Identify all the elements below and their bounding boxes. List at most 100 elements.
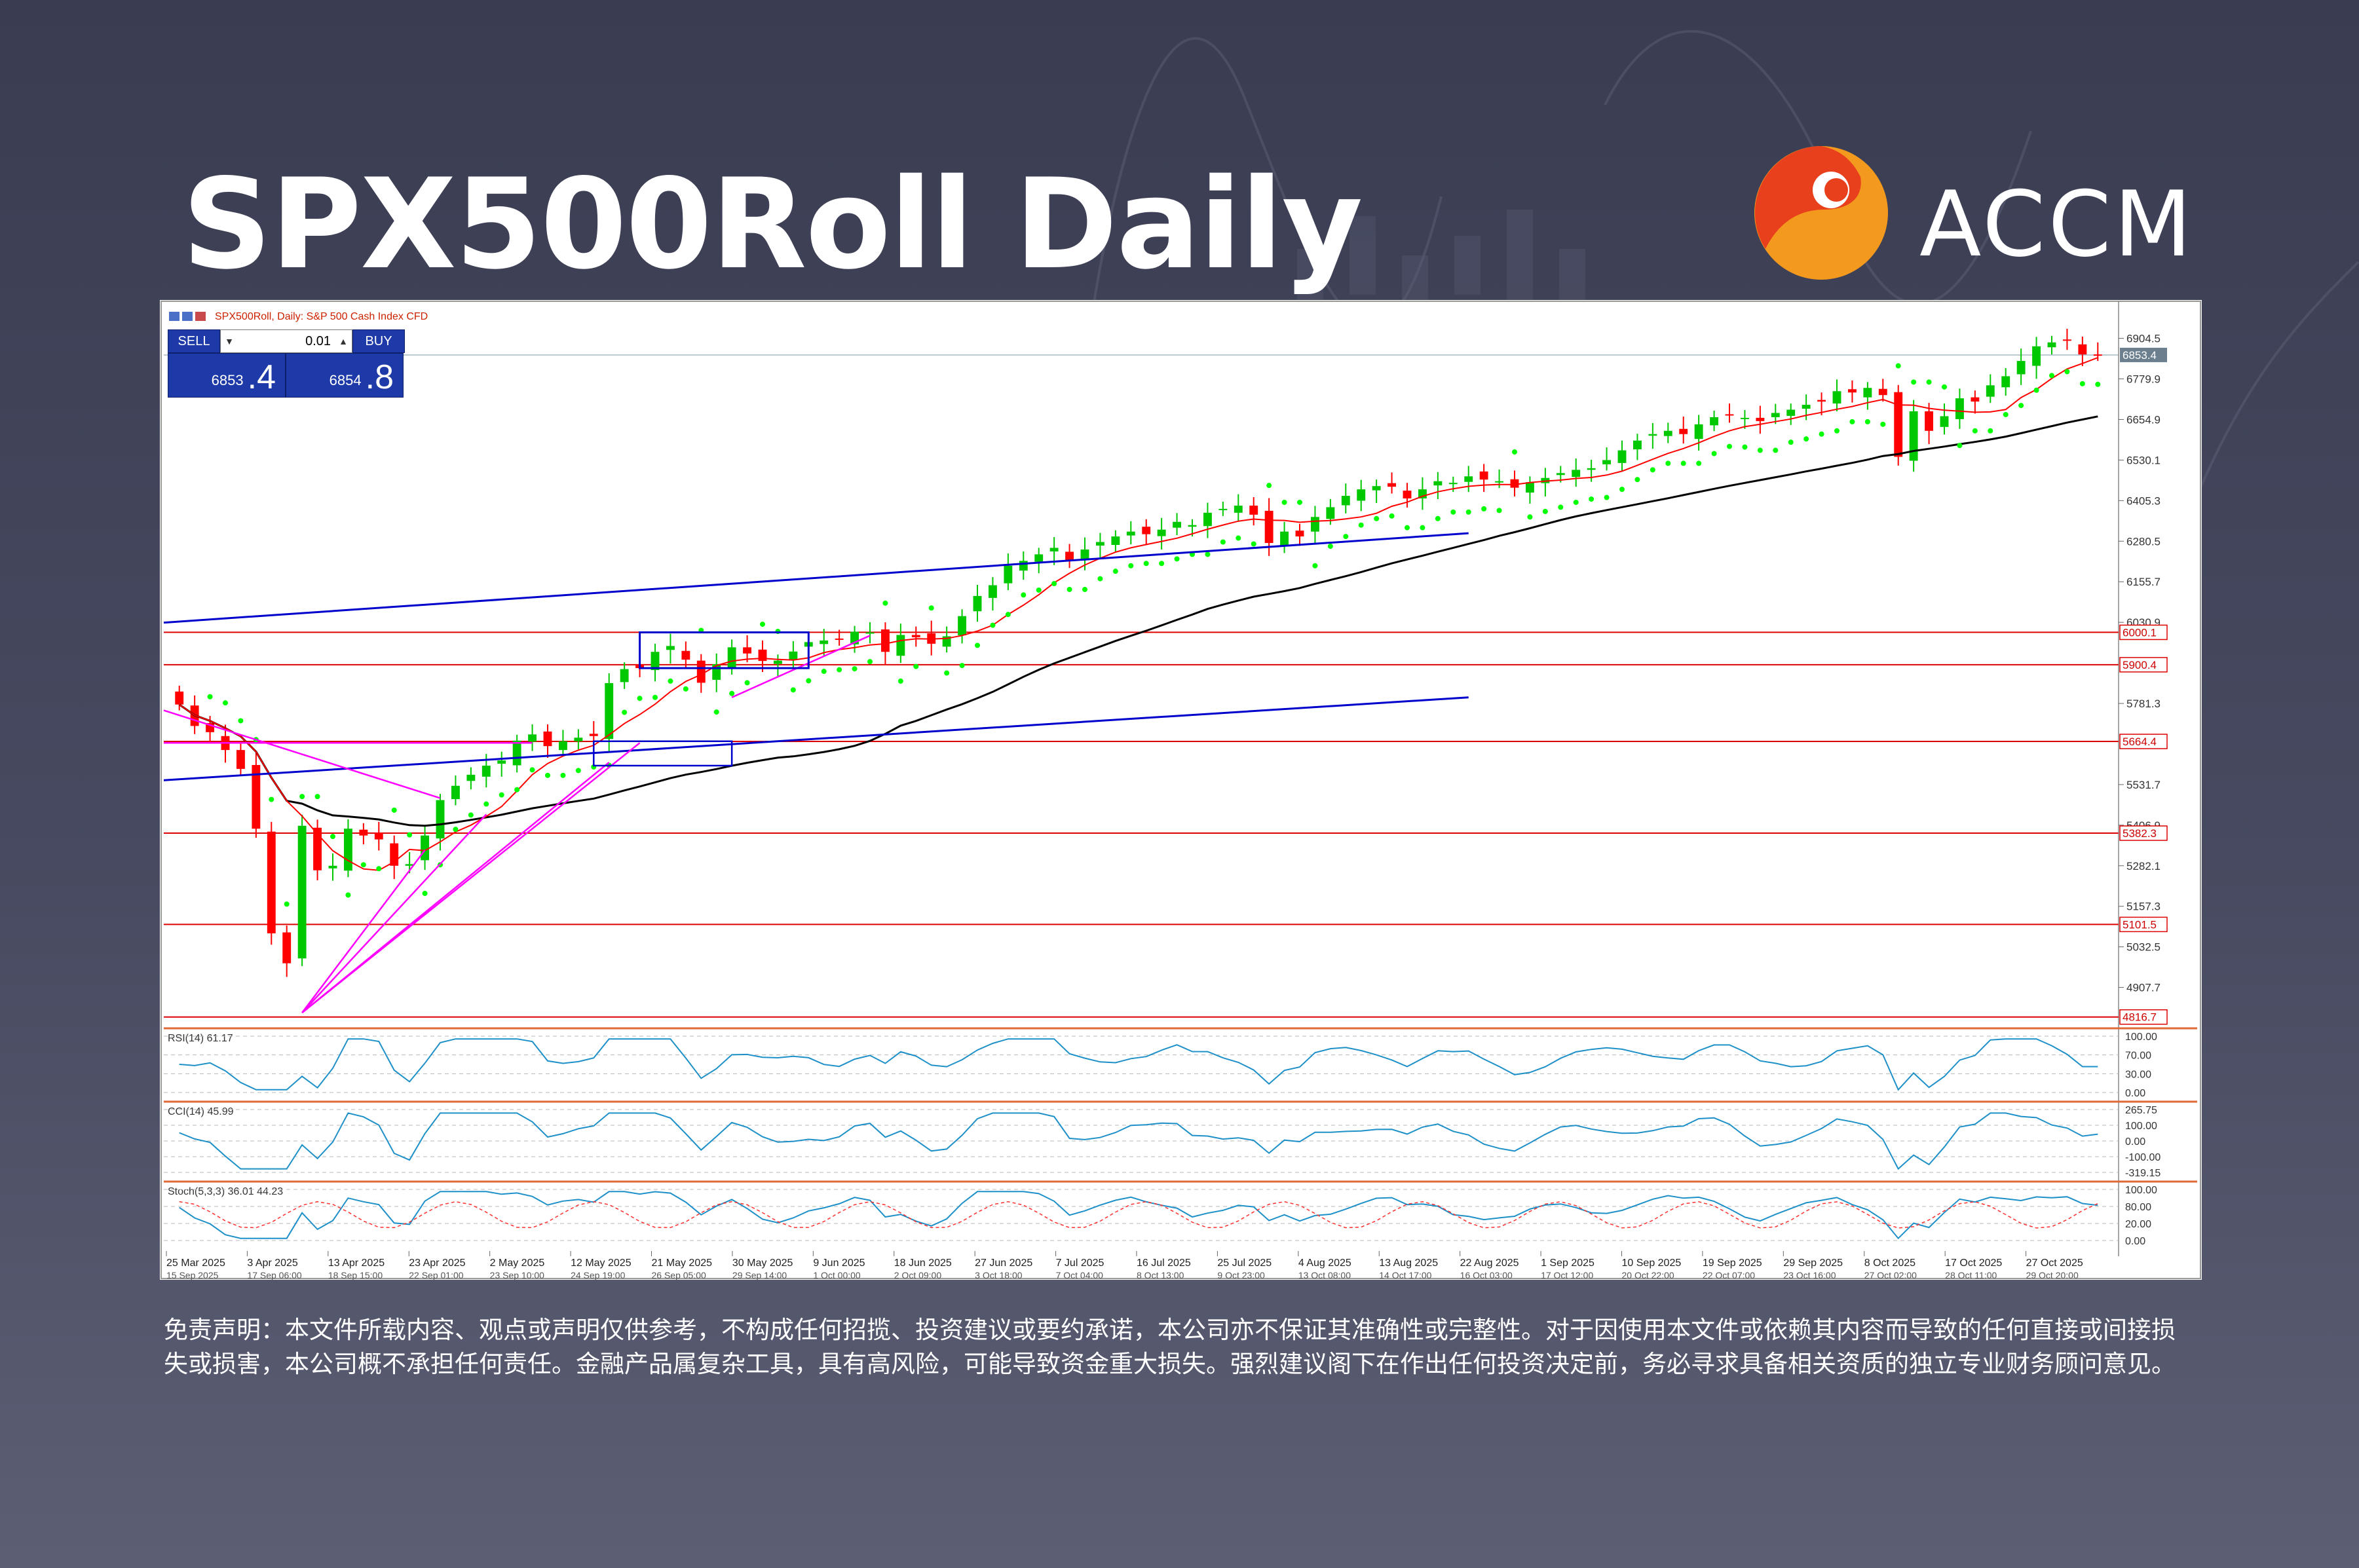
candle-body (1203, 512, 1212, 527)
x-tick-label-secondary: 22 Sep 01:00 (409, 1270, 464, 1280)
sar-dot (1727, 443, 1732, 449)
slow-moving-average-line (178, 415, 2098, 827)
lot-size-value[interactable]: 0.01 (305, 333, 331, 348)
candle-body (1126, 531, 1135, 536)
indicator-label: RSI(14) 61.17 (168, 1033, 233, 1044)
x-tick-label-secondary: 13 Oct 08:00 (1298, 1270, 1351, 1280)
y-tick-label: 5282.1 (2126, 860, 2161, 872)
lot-decrease-icon[interactable]: ▼ (225, 336, 234, 346)
candle-body (1771, 413, 1780, 417)
sar-dot (852, 666, 858, 672)
sar-dot (1051, 581, 1057, 587)
level-label-box (2119, 624, 2168, 641)
x-tick-label-secondary: 9 Oct 23:00 (1217, 1270, 1265, 1280)
candle-body (1188, 525, 1197, 527)
x-tick-label: 30 May 2025 (732, 1258, 793, 1269)
chart-header-icon (169, 312, 179, 321)
candle-body (1034, 554, 1044, 562)
x-tick-label-secondary: 16 Oct 03:00 (1460, 1270, 1513, 1280)
candle-body (681, 650, 690, 660)
candle-body (1894, 392, 1903, 457)
candle-body (1049, 548, 1059, 551)
sar-dot (1911, 379, 1917, 385)
sar-dot (545, 772, 550, 778)
sar-dot (2064, 369, 2070, 375)
x-tick-label-secondary: 1 Oct 00:00 (813, 1270, 861, 1280)
sar-dot (1066, 586, 1072, 592)
sar-dot (1159, 561, 1165, 567)
candle-body (1510, 479, 1519, 488)
sell-price-box[interactable]: 6853 .4 (168, 353, 286, 398)
lower-trendline (163, 696, 1469, 781)
fan-line (301, 849, 426, 1013)
candle-body (1525, 482, 1534, 493)
sar-dot (514, 787, 520, 793)
indicator-level-label: 30.00 (2125, 1069, 2151, 1080)
candle-body (1986, 385, 1995, 397)
x-tick-label: 13 Aug 2025 (1379, 1258, 1438, 1269)
x-tick-label: 2 May 2025 (490, 1258, 545, 1269)
sar-dot (2095, 381, 2101, 387)
level-label: 5664.4 (2123, 736, 2157, 748)
candle-body (436, 800, 445, 839)
buy-price-box[interactable]: 6854 .8 (286, 353, 404, 398)
candle-body (605, 682, 614, 739)
candle-body (405, 864, 414, 866)
x-tick-label-secondary: 23 Sep 10:00 (490, 1270, 545, 1280)
sar-dot (1650, 467, 1655, 473)
sar-dot (1281, 499, 1287, 505)
candle-body (1694, 424, 1703, 439)
candle-body (1157, 529, 1166, 536)
sar-dot (1266, 483, 1272, 489)
x-tick-label: 9 Jun 2025 (813, 1258, 865, 1269)
sar-dot (1926, 379, 1932, 385)
sar-dot (1374, 515, 1380, 521)
chart-header-label: SPX500Roll, Daily: S&P 500 Cash Index CF… (215, 311, 428, 322)
sar-dot (1005, 612, 1011, 618)
lot-increase-icon[interactable]: ▲ (339, 336, 348, 346)
sar-dot (269, 796, 274, 802)
accm-logo (1754, 146, 1888, 280)
candle-body (1448, 483, 1458, 485)
y-tick-label: 6654.9 (2126, 413, 2161, 426)
x-tick-label: 22 Aug 2025 (1460, 1258, 1519, 1269)
sar-dot (1604, 495, 1610, 500)
sar-dot (867, 659, 873, 665)
one-click-trade-panel: SELL ▼ 0.01 ▲ BUY 6853 .4 6854 .8 (168, 329, 407, 401)
brand-name: ACCM (1919, 172, 2195, 277)
level-label-box (2119, 825, 2168, 841)
candle-body (835, 638, 844, 640)
candle-body (1602, 460, 1612, 464)
candle-body (1433, 481, 1443, 486)
oscillator-line (179, 1112, 2098, 1170)
candle-body (865, 632, 875, 634)
chart-window: SPX500Roll, Daily: S&P 500 Cash Index CF… (160, 300, 2202, 1280)
y-tick-label: 6779.9 (2126, 373, 2161, 385)
sar-dot (652, 694, 658, 700)
sar-dot (1757, 447, 1763, 453)
candle-body (1310, 517, 1319, 532)
x-tick-label: 8 Oct 2025 (1864, 1258, 1916, 1269)
candle-body (421, 835, 430, 861)
sar-dot (207, 694, 213, 700)
candle-body (1632, 440, 1642, 450)
candle-body (589, 734, 598, 736)
candle-body (758, 649, 767, 662)
x-tick-label-secondary: 15 Sep 2025 (166, 1270, 219, 1280)
sar-dot (407, 832, 413, 838)
level-label: 4816.7 (2123, 1011, 2157, 1024)
candle-body (1387, 483, 1397, 487)
candle-body (236, 750, 245, 769)
sell-button[interactable]: SELL (168, 329, 220, 353)
candle-body (1556, 473, 1565, 476)
sell-price-frac: .4 (247, 358, 276, 396)
candle-body (651, 652, 660, 671)
sar-dot (1496, 508, 1502, 513)
candle-body (1403, 491, 1412, 499)
x-tick-label: 3 Apr 2025 (247, 1258, 298, 1269)
lot-size-field[interactable]: ▼ 0.01 ▲ (220, 329, 352, 353)
x-tick-label: 17 Oct 2025 (1945, 1258, 2002, 1269)
buy-button[interactable]: BUY (352, 329, 405, 353)
price-chart[interactable]: SPX500Roll, Daily: S&P 500 Cash Index CF… (160, 300, 2202, 1280)
candle-body (1740, 417, 1749, 419)
